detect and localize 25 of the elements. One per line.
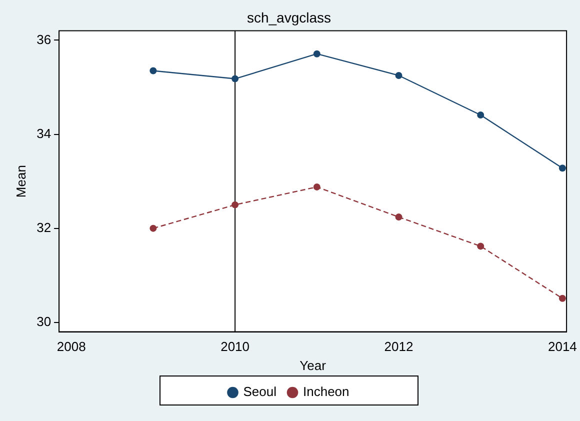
point	[313, 50, 320, 58]
point	[232, 75, 239, 82]
point	[477, 111, 484, 118]
point	[232, 201, 239, 208]
x-tick-label: 2008	[56, 339, 86, 354]
legend-label: Incheon	[302, 384, 350, 400]
point	[558, 294, 566, 302]
point	[150, 224, 157, 232]
legend-label: Seoul	[243, 384, 277, 400]
y-axis-title: Mean	[13, 165, 28, 198]
y-tick-label: 30	[36, 314, 52, 329]
y-tick-label: 34	[36, 126, 52, 141]
point	[395, 72, 402, 79]
x-tick-label: 2014	[548, 339, 577, 354]
x-tick-label: 2012	[384, 339, 414, 354]
x-tick-label: 2010	[220, 339, 250, 354]
y-tick-label: 32	[36, 220, 52, 235]
x-axis-title: Year	[300, 358, 327, 373]
point	[477, 242, 484, 250]
chart-title: sch_avgclass	[246, 9, 332, 26]
point	[395, 214, 402, 221]
point	[313, 183, 320, 190]
y-tick-label: 36	[36, 32, 52, 47]
point	[558, 164, 566, 172]
point	[150, 67, 157, 74]
